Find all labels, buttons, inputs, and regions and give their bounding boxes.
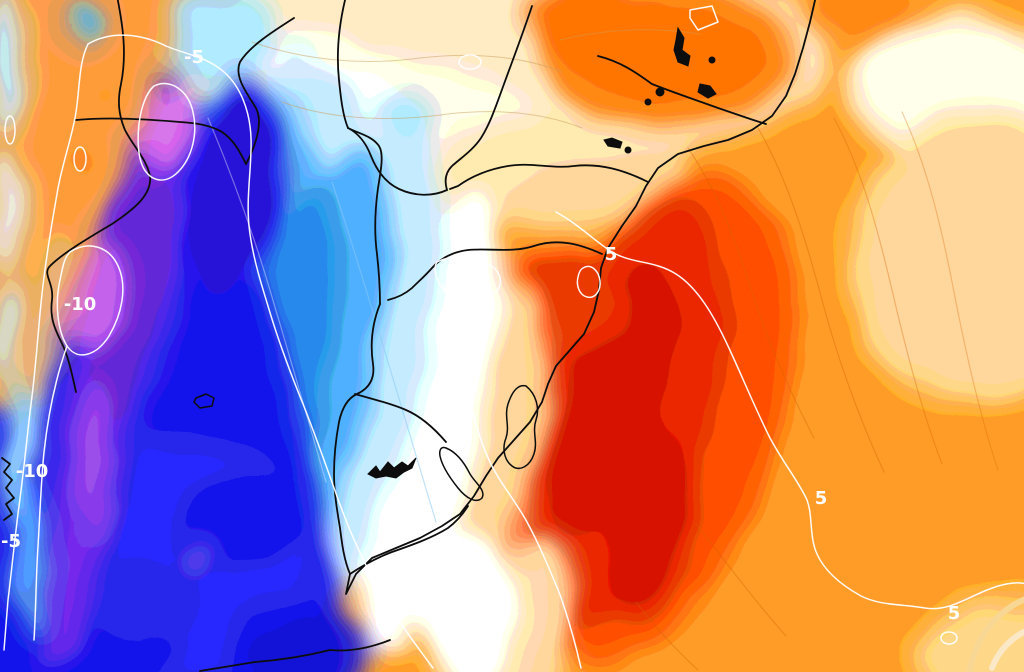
small-lake-west	[193, 393, 215, 409]
reservoir-lakes-ne	[673, 26, 691, 67]
lagoa-dos-patos	[503, 384, 539, 470]
iguazu-border	[347, 127, 448, 196]
contour-label-2-value--10: -10	[16, 461, 49, 482]
contour-label-5-value-5: 5	[815, 488, 828, 509]
contour-ring-andes-1	[73, 146, 87, 172]
state-border-pr-sp	[597, 55, 767, 125]
uruguay-river-border	[333, 303, 381, 575]
contour-texture-layer	[207, 29, 1024, 672]
contour-ring-top-2	[689, 5, 719, 31]
lake-dot-4	[708, 56, 716, 64]
contour-plus5-main	[555, 211, 1024, 610]
lake-dot-3	[644, 98, 652, 106]
contour-ring-coast-blob	[434, 256, 502, 301]
lake-dot-2	[655, 87, 665, 97]
contour-minus5-west	[3, 43, 89, 651]
lake-dot-6	[624, 146, 632, 154]
contour-minus10-tail	[33, 345, 68, 641]
contour-ring-top-1	[458, 54, 482, 70]
chile-fjord-coast	[1, 457, 15, 521]
paraguay-river-border	[336, 0, 349, 129]
state-border-rs-sc	[387, 241, 603, 301]
paraguay-nw-border	[237, 17, 295, 165]
uruguay-brazil-border	[354, 393, 447, 443]
contour-label-6-value-5: 5	[948, 603, 961, 624]
contour-ring-small-coast	[576, 265, 601, 299]
contour-ring-andes-2	[4, 115, 16, 145]
atlantic-coastline	[345, 0, 817, 595]
contour-label-3-value--5: -5	[1, 531, 21, 552]
rio-negro-reservoir	[367, 457, 417, 479]
temperature-contour-lines-layer	[3, 5, 1024, 669]
parana-river-border	[444, 5, 533, 191]
andes-border	[46, 0, 151, 393]
lake-dot-1	[697, 83, 717, 99]
lake-dot-5	[603, 137, 623, 149]
border-lines-layer	[1, 0, 817, 672]
contour-minus10-ring	[56, 245, 124, 356]
contour-label-1-value--10: -10	[64, 294, 97, 315]
contour-label-0-value--5: -5	[184, 47, 204, 68]
contour-plus5-west	[442, 283, 582, 669]
parana-river-south	[347, 127, 383, 305]
lagoa-mirim	[439, 446, 484, 502]
contour-ring-corner	[940, 631, 958, 645]
contour-minus5-east	[87, 34, 434, 669]
contour-label-4-value-5: 5	[605, 244, 618, 265]
plata-south-coast	[199, 639, 391, 672]
state-border-sc-pr	[449, 163, 649, 190]
contour-labels-layer: -5 -10 -10 -5 5 5 5	[1, 47, 960, 624]
contour-cold-core-ring	[137, 82, 196, 181]
